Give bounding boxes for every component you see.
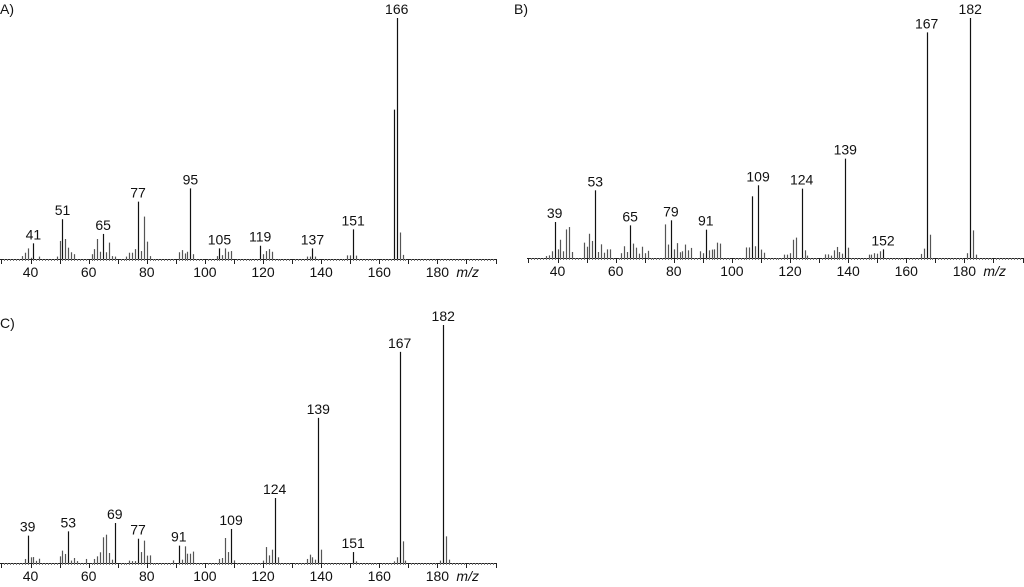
x-tick-label: 60	[81, 568, 97, 584]
peak-label: 95	[183, 171, 199, 187]
peak-label: 109	[746, 168, 770, 184]
x-tick-label: 140	[836, 263, 860, 279]
x-tick-label: 140	[309, 568, 333, 584]
peak-label: 77	[130, 185, 146, 201]
spectrum-panel-b: B) 40 60 80 100 120 140 160 180 m/z 39 53 65 79 91 109 1…	[514, 1, 1024, 279]
x-tick-label: 40	[23, 568, 39, 584]
x-tick-label: 100	[720, 263, 744, 279]
peak-label: 105	[208, 231, 232, 247]
peak-label: 167	[388, 335, 412, 351]
x-tick-label: 140	[309, 264, 333, 280]
peak-label: 166	[385, 1, 409, 17]
peak-label: 182	[959, 1, 983, 17]
spectrum-panel-c: C) 40 60 80 100 120 140 160 180 m/z 39 53 69 77 91 109 1…	[0, 308, 497, 584]
peak-label: 69	[107, 506, 123, 522]
x-tick-label: 180	[953, 263, 977, 279]
peak-label: 41	[26, 226, 42, 242]
peak-label: 151	[341, 535, 365, 551]
peak-label: 137	[301, 231, 325, 247]
peak-label: 124	[790, 172, 814, 188]
x-axis-label: m/z	[456, 264, 479, 280]
x-tick-label: 60	[608, 263, 624, 279]
peak-label: 65	[95, 217, 111, 233]
x-axis-label: m/z	[456, 568, 479, 584]
peak-label: 124	[263, 481, 287, 497]
panel-label: C)	[0, 315, 15, 331]
x-tick-label: 60	[81, 264, 97, 280]
peak-label: 167	[915, 15, 939, 31]
x-tick-label: 80	[139, 264, 155, 280]
x-tick-label: 40	[550, 263, 566, 279]
peak-label: 53	[588, 173, 604, 189]
x-tick-label: 100	[193, 264, 217, 280]
peak-label: 91	[698, 213, 714, 229]
x-tick-label: 80	[139, 568, 155, 584]
peak-label: 39	[20, 519, 36, 535]
spectrum-panel-a: A) 40 60 80 100 120 140 160 180 m/z 41 51 65 77 95 105 1…	[0, 1, 497, 280]
x-tick-label: 160	[368, 264, 392, 280]
peak-label: 139	[307, 401, 331, 417]
peak-label: 51	[55, 202, 71, 218]
peak-label: 139	[834, 142, 858, 158]
peak-label: 65	[622, 208, 638, 224]
peak-label: 182	[432, 308, 456, 324]
x-tick-label: 80	[666, 263, 682, 279]
x-tick-label: 100	[193, 568, 217, 584]
x-tick-label: 160	[368, 568, 392, 584]
x-tick-label: 120	[778, 263, 802, 279]
peak-label: 152	[871, 232, 895, 248]
peak-label: 119	[249, 229, 272, 245]
peak-label: 79	[663, 203, 679, 219]
x-axis-label: m/z	[983, 263, 1006, 279]
x-tick-label: 120	[251, 568, 275, 584]
peak-label: 151	[341, 212, 365, 228]
x-tick-label: 40	[23, 264, 39, 280]
x-tick-label: 180	[426, 568, 450, 584]
peak-label: 39	[547, 205, 563, 221]
panel-label: B)	[514, 1, 528, 17]
peak-label: 109	[219, 512, 243, 528]
x-tick-label: 160	[895, 263, 919, 279]
peak-label: 77	[130, 522, 146, 538]
x-tick-label: 180	[426, 264, 450, 280]
peak-label: 53	[61, 514, 77, 530]
panel-label: A)	[0, 1, 14, 17]
peak-label: 91	[171, 529, 187, 545]
x-tick-label: 120	[251, 264, 275, 280]
